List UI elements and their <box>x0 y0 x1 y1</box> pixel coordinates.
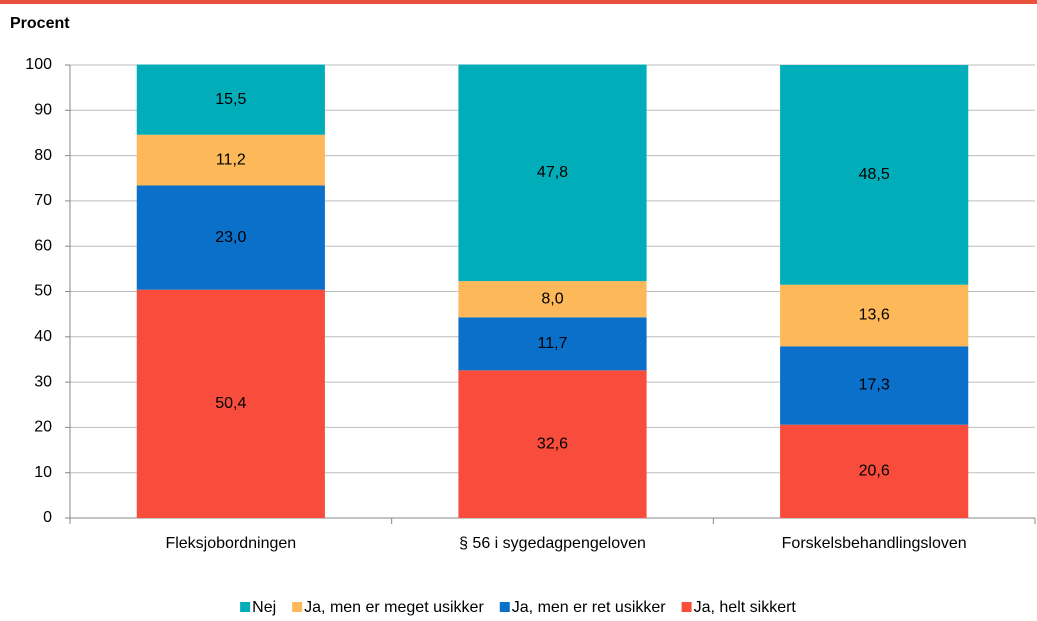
data-label: 23,0 <box>215 229 246 246</box>
legend-label: Ja, men er meget usikker <box>304 599 484 616</box>
data-label: 15,5 <box>215 91 246 108</box>
data-label: 47,8 <box>537 164 568 181</box>
bar-segment <box>780 65 969 285</box>
y-tick-label: 100 <box>25 56 52 73</box>
data-label: 32,6 <box>537 435 568 452</box>
bar-segment <box>136 185 325 290</box>
legend-swatch <box>240 602 251 612</box>
data-label: 11,2 <box>216 151 246 168</box>
legend-label: Ja, men er ret usikker <box>512 599 667 616</box>
data-label: 48,5 <box>859 166 890 183</box>
y-tick-label: 50 <box>34 283 52 300</box>
bar-segment <box>136 134 325 186</box>
top-rule <box>0 0 1037 4</box>
x-tick-label: Forskelsbehandlingsloven <box>782 535 967 552</box>
y-tick-label: 80 <box>34 147 52 164</box>
y-axis-label: Procent <box>10 15 70 32</box>
x-tick-label: Fleksjobordningen <box>165 535 296 552</box>
data-label: 50,4 <box>215 395 246 412</box>
bar-segment <box>458 317 647 371</box>
data-label: 17,3 <box>859 377 890 394</box>
data-label: 20,6 <box>859 463 890 480</box>
y-tick-label: 90 <box>34 102 52 119</box>
bar-segment <box>458 370 647 518</box>
y-tick-label: 40 <box>34 328 52 345</box>
bar-segment <box>458 64 647 282</box>
legend-label: Nej <box>252 599 276 616</box>
bar-segment <box>780 346 969 425</box>
y-tick-label: 0 <box>43 509 52 526</box>
y-tick-label: 60 <box>34 237 52 254</box>
x-tick-label: § 56 i sygedagpengeloven <box>459 535 646 552</box>
data-label: 8,0 <box>541 290 563 307</box>
bar-segment <box>136 289 325 518</box>
legend: Nej Ja, men er meget usikker Ja, men er re… <box>240 599 796 616</box>
data-label: 11,7 <box>538 335 568 352</box>
bar-segment <box>458 281 647 318</box>
y-tick-label: 30 <box>34 373 52 390</box>
y-tick-label: 20 <box>34 419 52 436</box>
legend-swatch <box>681 602 692 612</box>
y-tick-label: 70 <box>34 192 52 209</box>
bar-segment <box>780 284 969 347</box>
y-tick-label: 10 <box>34 464 52 481</box>
legend-swatch <box>292 602 303 612</box>
bar-segment <box>136 64 325 135</box>
legend-swatch <box>499 602 510 612</box>
data-label: 13,6 <box>859 307 890 324</box>
legend-label: Ja, helt sikkert <box>694 599 797 616</box>
bar-segment <box>780 424 969 518</box>
